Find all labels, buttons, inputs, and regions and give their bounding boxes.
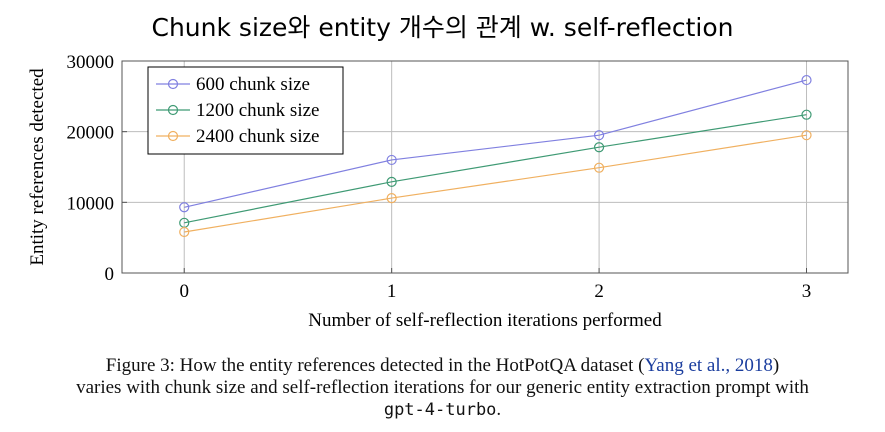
legend-entry: 600 chunk size: [156, 74, 310, 95]
series-0: [179, 74, 812, 213]
data-point: [801, 130, 812, 141]
data-point: [386, 154, 397, 166]
x-axis-label: Number of self-reflection iterations per…: [308, 310, 662, 331]
citation-link[interactable]: Yang et al., 2018: [644, 355, 773, 376]
legend-marker: [167, 130, 179, 142]
y-axis-label: Entity references detected: [27, 68, 48, 266]
caption-line-3: gpt-4-turbo.: [30, 399, 855, 421]
data-point: [801, 109, 812, 120]
y-tick-label: 10000: [67, 193, 115, 214]
y-tick-label: 0: [105, 264, 115, 285]
data-point: [593, 142, 605, 153]
legend-label: 600 chunk size: [196, 74, 310, 95]
series-1: [179, 109, 812, 228]
data-point: [386, 176, 397, 187]
caption-text: ): [772, 355, 780, 376]
caption-code: gpt-4-turbo: [383, 400, 497, 420]
legend-marker: [167, 104, 179, 116]
legend: 600 chunk size 1200 chunk size 2400 chunk …: [147, 66, 344, 155]
chart-title: Chunk size와 entity 개수의 관계 w. self-reflec…: [151, 13, 734, 42]
data-point: [593, 130, 605, 141]
data-point: [386, 192, 397, 204]
legend-label: 2400 chunk size: [196, 126, 319, 147]
caption-line-1: Figure 3: How the entity references dete…: [30, 355, 855, 377]
series-line: [184, 114, 807, 224]
axis-ticks: 0 10000 20000 30000 0 1 2 3: [67, 52, 812, 302]
series-line: [184, 79, 807, 208]
x-tick-label: 0: [179, 281, 189, 302]
data-point: [179, 226, 190, 238]
data-point: [179, 202, 190, 213]
data-point: [801, 74, 812, 86]
x-tick-label: 2: [594, 281, 604, 302]
legend-entry: 1200 chunk size: [156, 100, 319, 121]
data-point: [593, 162, 605, 173]
series: [179, 74, 812, 238]
plot-frame: [121, 60, 849, 274]
x-tick-label: 3: [802, 281, 812, 302]
caption-text: Figure 3: How the entity references dete…: [105, 355, 645, 376]
line-chart: 0 10000 20000 30000 0 1 2 3 600 chunk size 1200 …: [27, 52, 849, 331]
legend-entry: 2400 chunk size: [156, 126, 319, 147]
legend-label: 1200 chunk size: [196, 100, 319, 121]
series-line: [184, 134, 807, 233]
caption-line-2: varies with chunk size and self-reflecti…: [76, 377, 809, 398]
y-tick-label: 30000: [67, 52, 115, 73]
x-tick-label: 1: [387, 281, 397, 302]
figure-caption: Figure 3: How the entity references dete…: [30, 355, 855, 421]
y-tick-label: 20000: [67, 123, 115, 144]
legend-marker: [167, 78, 179, 90]
caption-text: .: [496, 399, 502, 420]
series-2: [179, 130, 812, 238]
